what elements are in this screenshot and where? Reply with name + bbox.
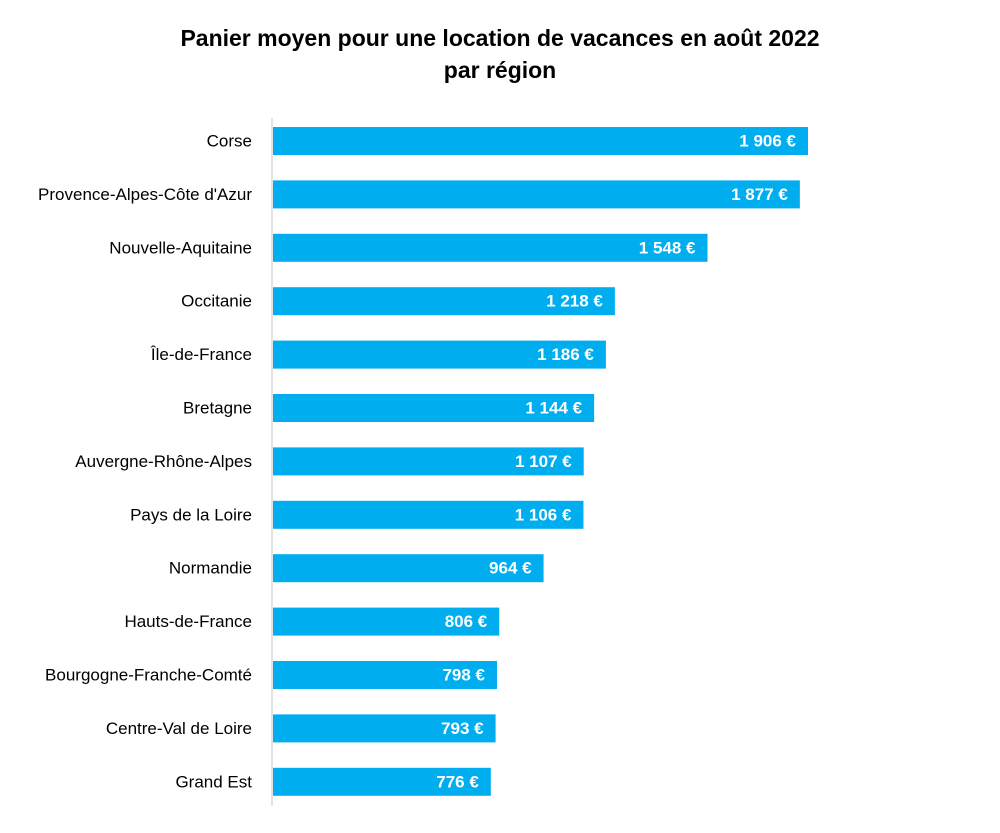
bar: [273, 767, 491, 796]
data-label: 1 877 €: [731, 185, 788, 204]
category-label: Bretagne: [183, 399, 252, 418]
bar: [273, 233, 708, 262]
category-label: Grand Est: [175, 772, 252, 791]
category-label: Nouvelle-Aquitaine: [109, 238, 252, 257]
bar: [273, 500, 584, 529]
data-label: 1 144 €: [525, 399, 582, 418]
bar: [273, 127, 808, 155]
bar: [273, 607, 500, 636]
bar: [273, 180, 800, 209]
chart-title-line-1: Panier moyen pour une location de vacanc…: [180, 25, 820, 51]
category-label: Centre-Val de Loire: [106, 719, 252, 738]
bar: [273, 287, 615, 316]
chart-title-line-2: par région: [443, 57, 557, 83]
data-label: 1 186 €: [537, 345, 594, 364]
data-label: 1 107 €: [515, 452, 572, 471]
data-label: 1 548 €: [639, 238, 696, 257]
category-label: Île-de-France: [150, 345, 252, 364]
category-label: Occitanie: [181, 292, 252, 311]
data-label: 776 €: [436, 772, 479, 791]
bar: [273, 447, 584, 476]
bar: [273, 714, 496, 743]
bar: [273, 394, 595, 422]
category-label: Auvergne-Rhône-Alpes: [75, 452, 252, 471]
category-label: Pays de la Loire: [130, 505, 252, 524]
bar: [273, 340, 606, 369]
data-label: 964 €: [489, 559, 532, 578]
data-label: 793 €: [441, 719, 484, 738]
category-label: Bourgogne-Franche-Comté: [45, 666, 252, 685]
bar: [273, 661, 497, 689]
bars-group: Corse 1 906 € Provence-Alpes-Côte d'Azur 1 …: [38, 127, 808, 796]
data-label: 1 106 €: [515, 505, 572, 524]
data-label: 798 €: [442, 666, 485, 685]
category-label: Hauts-de-France: [124, 612, 252, 631]
chart-title: Panier moyen pour une location de vacanc…: [0, 22, 1000, 86]
category-label: Normandie: [169, 559, 252, 578]
data-label: 1 906 €: [739, 132, 796, 151]
data-label: 806 €: [445, 612, 488, 631]
category-label: Provence-Alpes-Côte d'Azur: [38, 185, 252, 204]
category-label: Corse: [207, 132, 252, 151]
bar: [273, 554, 544, 583]
data-label: 1 218 €: [546, 292, 603, 311]
